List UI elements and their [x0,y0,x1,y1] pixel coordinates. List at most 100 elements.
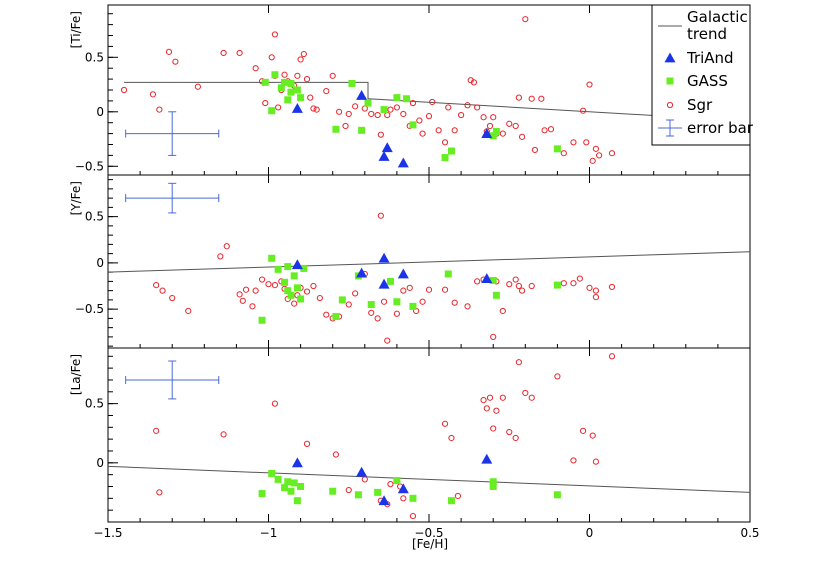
gass-point [409,302,417,310]
panel-2: −0.5 0 0.5[Y/Fe] [69,174,751,349]
sgr-point [592,294,600,301]
panel-3: 0 0.5[La/Fe] [69,347,751,523]
gass-point [268,107,276,115]
sgr-point [323,311,330,318]
sgr-point [291,300,298,307]
sgr-point [252,287,259,294]
sgr-point [419,130,426,137]
sgr-point [294,72,301,79]
sgr-point [560,280,567,287]
sgr-point [592,287,600,294]
legend-triand-swatch [664,52,676,63]
sgr-point [474,278,481,285]
sgr-point [149,91,157,98]
sgr-point [172,58,179,65]
sgr-point [515,94,522,101]
gass-point [268,469,276,477]
sgr-point [384,337,391,344]
sgr-point [538,95,545,102]
sgr-point [579,427,587,434]
sgr-point [265,281,272,288]
y-tick-label: 0 [96,105,104,119]
sgr-point [570,139,577,146]
sgr-point [297,56,304,63]
sgr-point [441,139,449,146]
sgr-point [483,405,490,412]
gass-point [277,84,285,92]
sgr-point [425,286,433,293]
gass-point [332,125,340,133]
y-tick-label: 0.5 [85,50,104,64]
sgr-point [252,65,259,72]
y-axis-label: [Ti/Fe] [69,11,83,48]
sgr-point [374,111,381,119]
gass-point [393,298,401,306]
sgr-point [153,281,160,289]
sgr-point [242,286,250,293]
sgr-point [329,72,336,79]
sgr-point [377,212,384,219]
gass-point [329,487,337,495]
sgr-point [528,95,535,102]
sgr-point [416,117,423,124]
sgr-point [352,103,359,110]
sgr-point [303,440,311,447]
sgr-point [493,407,500,414]
error-bar [125,182,220,214]
sgr-point [300,50,307,58]
triand-point [378,278,390,289]
sgr-point [165,48,173,55]
gass-point [290,272,298,280]
gass-point [492,291,500,299]
legend-label-triand: TriAnd [686,49,734,67]
y-axis-label: [La/Fe] [69,354,83,395]
error-bar [125,360,220,400]
gass-point [284,96,292,104]
gass-point [284,478,292,486]
gass-point [358,126,366,134]
sgr-point [547,126,555,133]
gass-point [293,497,301,505]
sgr-point [490,333,497,340]
sgr-point [425,113,433,120]
sgr-point [515,282,522,290]
sgr-point [570,280,577,287]
sgr-point [236,291,243,298]
sgr-point [586,81,593,88]
sgr-point [271,281,279,289]
sgr-point [345,486,352,494]
triand-point [481,453,493,464]
sgr-point [387,106,394,113]
sgr-point [464,102,471,109]
sgr-point [435,127,442,134]
gass-point [386,277,394,285]
triand-point [291,103,303,113]
sgr-point [249,303,256,310]
gass-point [348,79,356,87]
legend-sgr-swatch [666,101,674,109]
sgr-point [512,434,519,442]
sgr-point [445,104,452,111]
gass-point [281,78,289,86]
triand-point [381,142,393,153]
sgr-point [499,394,506,401]
sgr-point [310,282,317,290]
x-tick-label: −0.5 [414,526,443,540]
y-tick-label: −0.5 [75,302,104,316]
gass-point [447,147,455,155]
gass-point [281,484,289,492]
sgr-point [589,432,596,439]
sgr-point [217,253,224,260]
sgr-point [480,114,487,121]
sgr-point [185,307,192,315]
gass-point [553,145,561,153]
sgr-point [361,105,368,112]
sgr-point [156,489,163,496]
sgr-point [169,294,176,302]
sgr-point [528,282,535,290]
triand-point [356,267,368,278]
sgr-point [400,287,407,294]
sgr-point [608,150,616,157]
gass-point [258,490,266,498]
sgr-point [522,389,529,397]
